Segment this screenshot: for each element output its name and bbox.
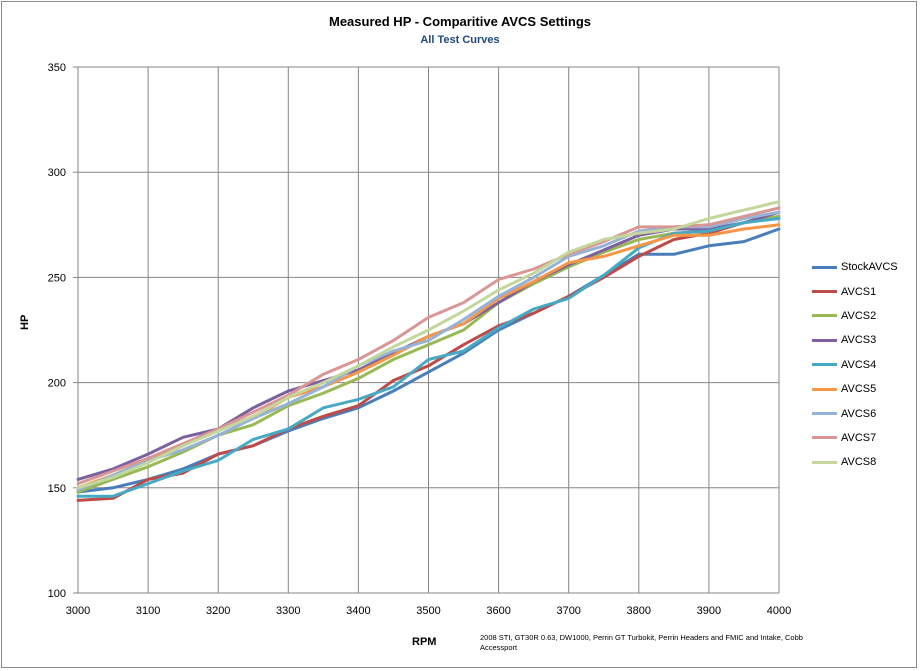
x-tick-label: 3100 [136, 605, 160, 617]
legend-label: AVCS3 [841, 334, 877, 347]
x-tick-label: 4000 [767, 605, 791, 617]
x-axis-label: RPM [412, 636, 437, 648]
x-tick-label: 3500 [416, 605, 440, 617]
legend-label: AVCS5 [841, 383, 877, 396]
x-tick-label: 3700 [556, 605, 580, 617]
legend-item: AVCS8 [812, 450, 898, 474]
legend-swatch [812, 290, 837, 294]
legend-swatch [812, 338, 837, 342]
chart-title: Measured HP - Comparitive AVCS Settings [329, 14, 591, 29]
legend: StockAVCS AVCS1 AVCS2 AVCS3 AVCS4 AVCS5 AVCS6 A… [812, 255, 898, 475]
y-tick-label: 350 [48, 62, 66, 74]
y-tick-label: 100 [48, 588, 66, 600]
legend-item: AVCS5 [812, 377, 898, 401]
chart-note: 2008 STI, GT30R 0.63, DW1000, Perrin GT … [480, 633, 803, 652]
legend-swatch [812, 412, 837, 416]
legend-item: AVCS3 [812, 328, 898, 352]
legend-swatch [812, 363, 837, 367]
x-tick-label: 3600 [486, 605, 510, 617]
chart-subtitle: All Test Curves [420, 34, 500, 46]
x-tick-label: 3200 [206, 605, 230, 617]
x-tick-label: 3400 [346, 605, 370, 617]
x-tick-label: 3000 [66, 605, 90, 617]
legend-swatch [812, 460, 837, 464]
series-line-avcs8 [76, 200, 781, 490]
legend-swatch [812, 314, 837, 318]
legend-item: AVCS4 [812, 353, 898, 377]
legend-label: AVCS4 [841, 358, 877, 371]
y-tick-label: 300 [48, 167, 66, 179]
legend-label: AVCS6 [841, 407, 877, 420]
legend-label: AVCS8 [841, 456, 877, 469]
y-tick-label: 250 [48, 272, 66, 284]
legend-label: StockAVCS [841, 261, 898, 274]
legend-item: AVCS2 [812, 304, 898, 328]
series-line-avcs7 [76, 206, 781, 486]
legend-item: AVCS6 [812, 401, 898, 425]
legend-item: AVCS7 [812, 426, 898, 450]
legend-label: AVCS2 [841, 309, 877, 322]
x-tick-label: 3900 [697, 605, 721, 617]
legend-swatch [812, 265, 837, 269]
legend-label: AVCS1 [841, 285, 877, 298]
y-tick-label: 150 [48, 483, 66, 495]
legend-item: StockAVCS [812, 255, 898, 279]
x-tick-label: 3800 [627, 605, 651, 617]
legend-swatch [812, 387, 837, 391]
legend-label: AVCS7 [841, 431, 877, 444]
y-tick-label: 200 [48, 378, 66, 390]
legend-item: AVCS1 [812, 279, 898, 303]
x-tick-label: 3300 [276, 605, 300, 617]
series-line-stockavcs [76, 227, 781, 494]
legend-swatch [812, 436, 837, 440]
